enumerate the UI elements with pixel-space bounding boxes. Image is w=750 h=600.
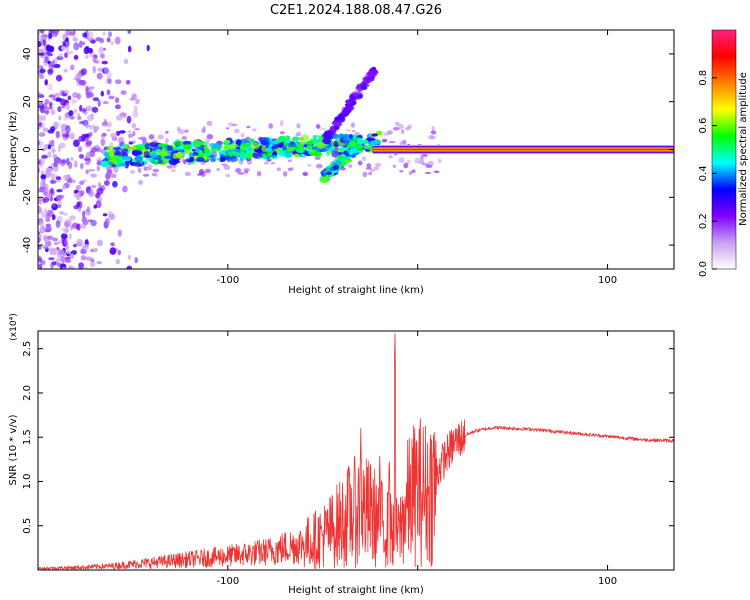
direct-line-tone-mark bbox=[372, 145, 674, 154]
spectrogram-y-label: Frequency (Hz) bbox=[8, 111, 19, 187]
spectrogram-x-label: Height of straight line (km) bbox=[288, 285, 424, 296]
colorbar-tick-label: 0.2 bbox=[698, 213, 709, 229]
colorbar-tick-label: 0.0 bbox=[698, 261, 709, 277]
snr-y-tick-label: 2.0 bbox=[22, 385, 33, 401]
snr-y-multiplier: (x10⁴) bbox=[9, 313, 19, 340]
figure-title: C2E1.2024.188.08.47.G26 bbox=[270, 3, 442, 18]
colorbar: 0.0 0.2 0.4 0.6 0.8 Normalized spectral ampl… bbox=[698, 29, 749, 277]
lower-branch-mark bbox=[319, 137, 365, 184]
snr-y-tick-label: 1.0 bbox=[22, 474, 33, 490]
spectrogram-marks bbox=[38, 30, 674, 269]
snr-x-label: Height of straight line (km) bbox=[288, 585, 424, 596]
spectrogram-y-ticks: -40 -20 0 20 40 bbox=[22, 48, 674, 253]
spectrogram-y-tick-label: 40 bbox=[22, 48, 33, 61]
snr-plot-area bbox=[38, 331, 674, 570]
spectrogram-y-tick-label: 20 bbox=[22, 95, 33, 108]
snr-x-ticks: -100 100 bbox=[216, 331, 617, 587]
snr-y-ticks: 0.5 1.0 1.5 2.0 2.5 bbox=[22, 341, 674, 534]
spectrogram-y-tick-label: -20 bbox=[22, 189, 33, 205]
snr-x-tick-label: 100 bbox=[598, 576, 617, 587]
noise-region-mark bbox=[38, 30, 150, 269]
spectrogram-panel: -100 100 -40 -20 0 20 40 Height of straight l… bbox=[8, 29, 675, 296]
colorbar-label: Normalized spectral amplitude bbox=[738, 72, 749, 226]
spectrogram-x-tick-label: -100 bbox=[216, 275, 239, 286]
snr-frame bbox=[37, 330, 675, 571]
snr-x-tick-label: -100 bbox=[216, 576, 239, 587]
colorbar-gradient bbox=[711, 29, 737, 270]
colorbar-ticks: 0.0 0.2 0.4 0.6 0.8 bbox=[698, 70, 717, 277]
colorbar-tick-label: 0.4 bbox=[698, 165, 709, 181]
spectrogram-y-tick-label: -40 bbox=[22, 237, 33, 253]
snr-y-tick-label: 1.5 bbox=[22, 429, 33, 445]
spectrogram-x-tick-label: 100 bbox=[598, 275, 617, 286]
snr-y-tick-label: 0.5 bbox=[22, 518, 33, 534]
snr-panel: -100 100 0.5 1.0 1.5 2.0 2.5 Height of straig… bbox=[8, 313, 675, 596]
snr-marks bbox=[38, 333, 674, 570]
snr-y-label: SNR (10 * v/v) bbox=[8, 414, 19, 485]
spectrogram-x-ticks: -100 100 bbox=[216, 30, 617, 286]
upward-branch-mark bbox=[322, 66, 379, 145]
colorbar-tick-label: 0.6 bbox=[698, 118, 709, 134]
snr-y-tick-label: 2.5 bbox=[22, 341, 33, 357]
snr-series-line bbox=[38, 333, 674, 570]
colorbar-tick-label: 0.8 bbox=[698, 70, 709, 86]
spectrogram-y-tick-label: 0 bbox=[22, 146, 33, 152]
